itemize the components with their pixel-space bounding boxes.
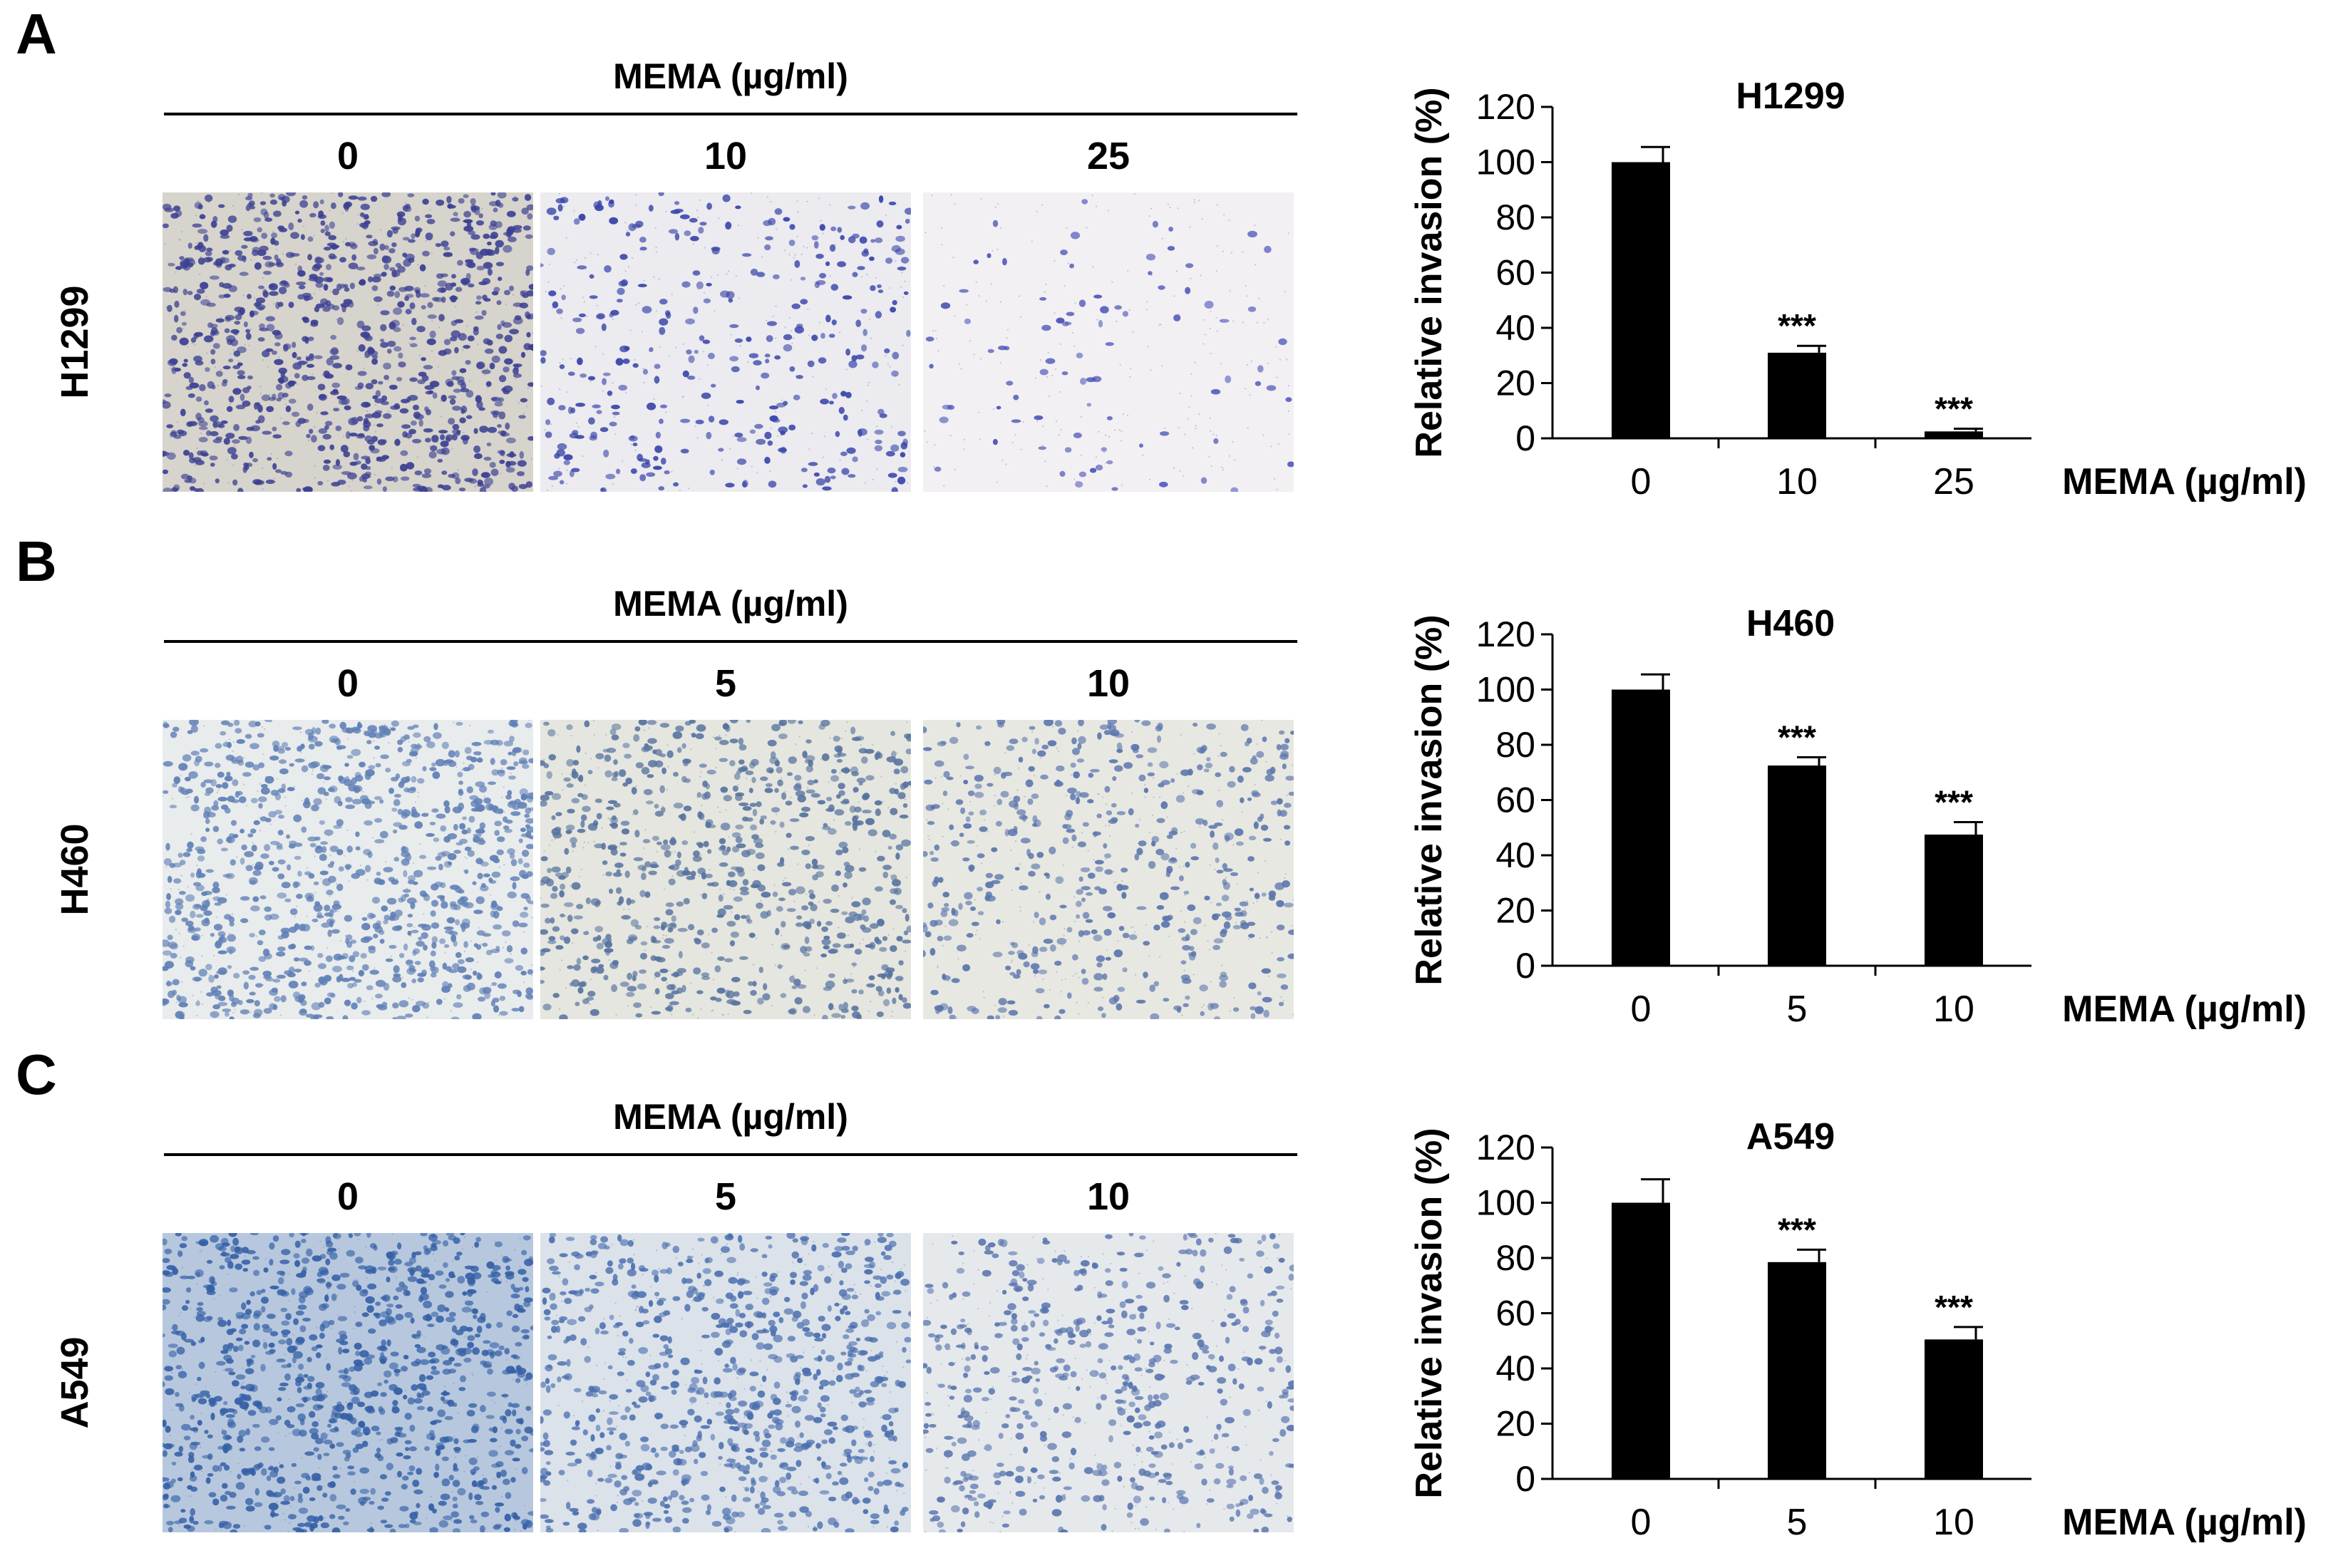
dose-label: 5 [540,664,911,703]
micrograph-h1299-dose-0 [163,192,533,492]
compound-divider [164,113,1297,115]
y-tick-label: 40 [1495,835,1535,875]
bar [1612,690,1670,966]
significance-marker: *** [1935,1289,1973,1326]
y-tick-label: 20 [1495,891,1535,931]
bar-chart-a549: 0 20 40 60 80 100 120 0 *** 5 *** 10 A549 Relative in… [1383,1069,2309,1568]
y-tick-label: 100 [1476,143,1535,182]
y-tick-label: 60 [1495,253,1535,293]
x-tick-label: 0 [1631,461,1652,502]
significance-marker: *** [1935,390,1973,427]
micrograph-a549-dose-10 [923,1233,1294,1532]
y-tick-label: 80 [1495,725,1535,765]
y-tick-label: 20 [1495,363,1535,403]
micrograph-a549-dose-5 [540,1233,911,1532]
x-axis-label: MEMA (µg/ml) [2062,1502,2307,1543]
panel-letter: B [16,533,57,590]
micrograph-h460-dose-0 [163,720,533,1019]
y-tick-label: 0 [1515,418,1535,458]
y-tick-label: 120 [1476,1128,1535,1167]
bar [1925,1339,1983,1479]
y-axis-label: Relative invasion (%) [1408,1128,1450,1498]
dose-label: 0 [163,1177,533,1216]
y-tick-label: 100 [1476,1183,1535,1223]
y-tick-label: 120 [1476,87,1535,127]
significance-marker: *** [1778,307,1816,344]
compound-label: MEMA (µg/ml) [164,58,1297,94]
bar [1768,765,1826,966]
y-tick-label: 40 [1495,1348,1535,1388]
x-axis-label: MEMA (µg/ml) [2062,989,2307,1030]
chart-title: H1299 [1736,76,1845,117]
micrograph-a549-dose-0 [163,1233,533,1532]
y-tick-label: 80 [1495,197,1535,237]
cell-line-label: H1299 [56,285,94,398]
micrograph-h1299-dose-25 [923,192,1294,492]
dose-label: 0 [163,137,533,175]
significance-marker: *** [1935,784,1973,821]
x-tick-label: 5 [1787,1502,1808,1543]
y-tick-label: 100 [1476,670,1535,710]
y-tick-label: 60 [1495,780,1535,820]
cell-line-label: H460 [56,823,94,915]
x-tick-label: 10 [1933,989,1974,1030]
x-tick-label: 5 [1787,989,1808,1030]
compound-divider [164,1153,1297,1156]
y-tick-label: 80 [1495,1238,1535,1278]
chart-title: A549 [1746,1116,1835,1157]
y-tick-label: 40 [1495,308,1535,348]
dose-label: 10 [923,1177,1294,1216]
dose-label: 10 [923,664,1294,703]
bar [1612,1203,1670,1480]
compound-divider [164,640,1297,643]
dose-label: 0 [163,664,533,703]
dose-label: 25 [923,137,1294,175]
x-tick-label: 0 [1631,1502,1652,1543]
panel-letter: C [16,1046,57,1103]
compound-label: MEMA (µg/ml) [164,1099,1297,1135]
significance-marker: *** [1778,1211,1816,1248]
y-axis-label: Relative invasion (%) [1408,614,1450,985]
cell-line-label: A549 [56,1336,94,1428]
bar-chart-h460: 0 20 40 60 80 100 120 0 *** 5 *** 10 H460 Relative in… [1383,556,2309,1055]
dose-label: 10 [540,137,911,175]
y-tick-label: 0 [1515,1459,1535,1499]
dose-label: 5 [540,1177,911,1216]
panel-letter: A [16,6,57,63]
bar [1612,163,1670,439]
compound-label: MEMA (µg/ml) [164,586,1297,621]
x-tick-label: 10 [1776,461,1818,502]
x-tick-label: 10 [1933,1502,1974,1543]
chart-title: H460 [1746,603,1835,644]
bar-chart-h1299: 0 20 40 60 80 100 120 0 *** 10 *** 25 H1299 Relative … [1383,29,2309,527]
micrograph-h460-dose-10 [923,720,1294,1019]
x-tick-label: 0 [1631,989,1652,1030]
y-tick-label: 0 [1515,946,1535,986]
micrograph-h1299-dose-10 [540,192,911,492]
micrograph-h460-dose-5 [540,720,911,1019]
y-tick-label: 20 [1495,1404,1535,1444]
y-axis-label: Relative invasion (%) [1408,87,1450,458]
bar [1925,431,1983,438]
bar [1768,1262,1826,1479]
significance-marker: *** [1778,718,1816,755]
bar [1768,353,1826,438]
y-tick-label: 120 [1476,614,1535,654]
bar [1925,835,1983,966]
x-tick-label: 25 [1933,461,1974,502]
y-tick-label: 60 [1495,1294,1535,1334]
x-axis-label: MEMA (µg/ml) [2062,461,2307,502]
